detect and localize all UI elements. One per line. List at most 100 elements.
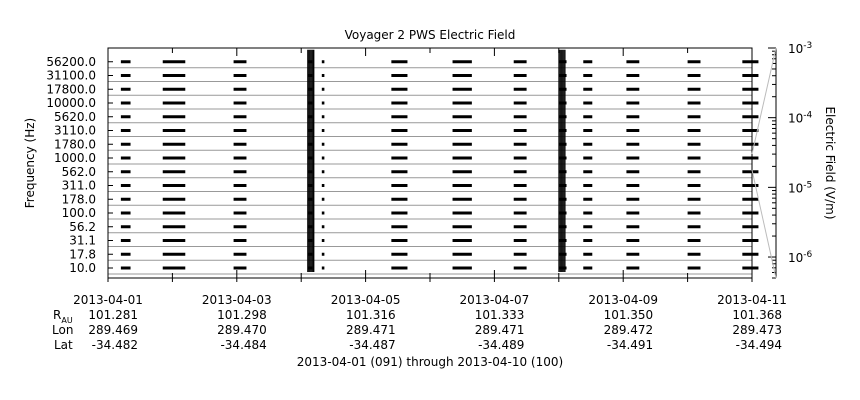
data-block [321, 60, 325, 64]
ephemeris-value: -34.484 [220, 338, 266, 352]
data-block [583, 184, 593, 187]
x-axis-label: 2013-04-01 (091) through 2013-04-10 (100… [297, 355, 563, 369]
data-block [162, 156, 186, 160]
data-block [583, 252, 593, 256]
data-block [162, 266, 186, 270]
x-tick-label: 2013-04-05 [331, 293, 401, 307]
data-block [391, 266, 408, 270]
data-block [120, 60, 131, 64]
data-block [513, 211, 527, 215]
data-block [452, 87, 472, 91]
data-block [233, 211, 247, 215]
data-block [321, 170, 325, 174]
data-block [162, 60, 186, 64]
data-block [452, 101, 472, 105]
data-block [687, 60, 701, 64]
data-block [626, 197, 640, 201]
data-block [452, 156, 472, 160]
ephemeris-value: -34.494 [736, 338, 782, 352]
data-block [583, 74, 593, 77]
ephemeris-value: 101.350 [604, 308, 654, 322]
data-block [162, 101, 186, 105]
y-tick-label: 17800.0 [46, 82, 96, 96]
data-block [452, 129, 472, 132]
data-block [321, 197, 325, 201]
data-block [583, 142, 593, 146]
data-block [120, 156, 131, 160]
data-block [687, 115, 701, 119]
data-block [120, 87, 131, 91]
data-block [233, 115, 247, 119]
data-block [626, 60, 640, 64]
data-block [321, 239, 325, 242]
data-block [626, 266, 640, 270]
data-block [321, 101, 325, 105]
data-block [120, 74, 131, 77]
data-block [626, 142, 640, 146]
data-block [687, 74, 701, 77]
data-block [626, 87, 640, 91]
ephemeris-value: 289.473 [732, 323, 782, 337]
data-block [233, 60, 247, 64]
y2-tick-label: 10-5 [788, 180, 812, 195]
ephem-label-r: RAU [53, 308, 73, 325]
ephemeris-value: -34.491 [607, 338, 653, 352]
data-block [687, 156, 701, 160]
scale-connector [751, 47, 777, 155]
y-tick-label: 31.1 [69, 234, 96, 248]
ephemeris-value: 289.471 [475, 323, 525, 337]
data-block [120, 142, 131, 146]
data-block [583, 156, 593, 160]
data-block [162, 129, 186, 132]
data-block [687, 142, 701, 146]
data-block [233, 184, 247, 187]
data-block [452, 142, 472, 146]
y-tick-label: 3110.0 [54, 124, 96, 138]
data-block [120, 184, 131, 187]
data-block [687, 129, 701, 132]
data-block [391, 156, 408, 160]
y-tick-label: 100.0 [62, 206, 96, 220]
data-block [391, 129, 408, 132]
data-block [513, 170, 527, 174]
data-block [233, 129, 247, 132]
ephemeris-value: 289.469 [88, 323, 138, 337]
data-block [162, 252, 186, 256]
data-block [120, 170, 131, 174]
data-block [687, 197, 701, 201]
data-block [513, 74, 527, 77]
ephemeris-labels: RAU Lon Lat [52, 308, 73, 352]
data-block [583, 129, 593, 132]
y-axis-label: Frequency (Hz) [23, 118, 37, 209]
data-block [513, 115, 527, 119]
y2-tick-label: 10-3 [788, 41, 812, 56]
data-block [321, 87, 325, 91]
data-block [233, 239, 247, 242]
y-tick-label: 5620.0 [54, 110, 96, 124]
data-block [452, 60, 472, 64]
data-block [162, 87, 186, 91]
data-block [513, 197, 527, 201]
data-block [162, 197, 186, 201]
data-block [391, 142, 408, 146]
data-block [626, 129, 640, 132]
data-block [452, 115, 472, 119]
data-block [583, 211, 593, 215]
data-block [391, 74, 408, 77]
data-block [626, 115, 640, 119]
data-block [626, 156, 640, 160]
data-block [321, 225, 325, 229]
data-block [513, 60, 527, 64]
y-tick-label: 56.2 [69, 220, 96, 234]
data-block [321, 156, 325, 160]
data-block [162, 74, 186, 77]
data-block [513, 266, 527, 270]
data-block [583, 115, 593, 119]
data-block [321, 184, 325, 187]
data-block [162, 184, 186, 187]
data-block [391, 101, 408, 105]
ephemeris-value: 101.281 [88, 308, 138, 322]
data-block [583, 101, 593, 105]
data-block [162, 115, 186, 119]
